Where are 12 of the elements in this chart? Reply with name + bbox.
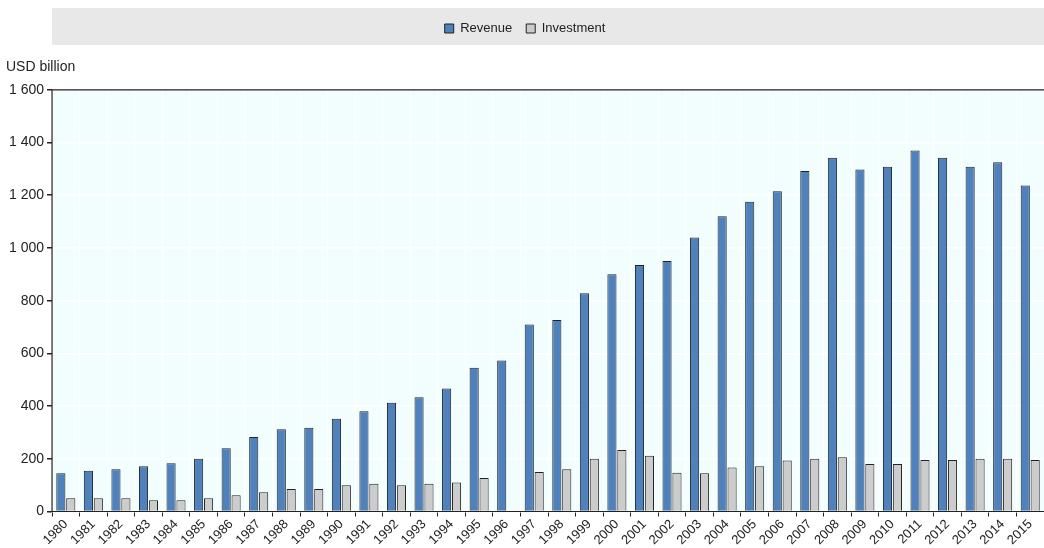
legend-label: Investment [541, 20, 606, 36]
y-tick-label: 400 [20, 396, 45, 413]
y-tick-label: 0 [36, 502, 45, 519]
y-tick-label: 600 [20, 344, 45, 361]
y-tick-label: 800 [20, 291, 45, 308]
y-axis-title: USD billion [6, 58, 76, 75]
y-tick-label: 1 400 [8, 133, 45, 150]
y-tick-label: 1 600 [8, 80, 45, 97]
legend-label: Revenue [460, 20, 513, 36]
y-tick-label: 1 000 [8, 238, 45, 255]
y-tick-label: 200 [20, 449, 45, 466]
y-tick-label: 1 200 [8, 186, 45, 203]
